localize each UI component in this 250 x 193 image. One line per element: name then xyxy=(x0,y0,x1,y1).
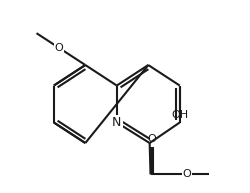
Text: N: N xyxy=(112,116,122,129)
Text: O: O xyxy=(183,169,192,179)
Text: OH: OH xyxy=(171,110,188,120)
Text: O: O xyxy=(148,134,156,144)
Text: O: O xyxy=(54,43,63,53)
